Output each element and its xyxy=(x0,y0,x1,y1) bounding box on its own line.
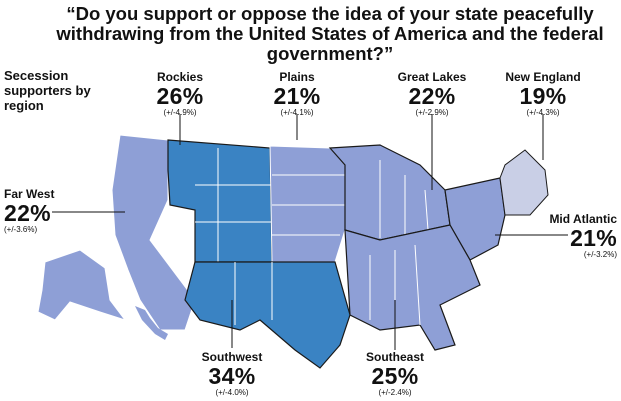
region-name: Mid Atlantic xyxy=(549,212,617,226)
label-far-west: Far West 22% (+/-3.6%) xyxy=(4,187,74,235)
chart-title: “Do you support or oppose the idea of yo… xyxy=(56,3,604,64)
region-new-england xyxy=(499,149,549,216)
alaska-shape xyxy=(37,249,127,321)
region-southeast xyxy=(344,224,481,351)
region-margin: (+/-3.6%) xyxy=(4,225,38,234)
region-percent: 25% xyxy=(371,363,419,389)
region-name: Plains xyxy=(279,70,315,84)
region-name: Southeast xyxy=(365,350,424,364)
region-percent: 34% xyxy=(208,363,256,389)
region-name: Rockies xyxy=(156,70,204,84)
label-mid-atlantic: Mid Atlantic 21% (+/-3.2%) xyxy=(535,212,617,260)
region-percent: 21% xyxy=(273,83,321,109)
region-percent: 21% xyxy=(570,225,617,251)
subhead: Secession supporters by region xyxy=(4,68,91,113)
region-plains xyxy=(269,145,346,263)
label-new-england: New England 19% (+/-4.3%) xyxy=(505,70,581,118)
hawaii-shape xyxy=(135,306,168,340)
region-margin: (+/-4.9%) xyxy=(163,108,197,117)
region-southwest xyxy=(184,261,351,369)
region-margin: (+/-2.9%) xyxy=(415,108,449,117)
region-margin: (+/-4.1%) xyxy=(280,108,314,117)
state-shape xyxy=(167,139,273,263)
region-percent: 22% xyxy=(4,200,51,226)
state-shape xyxy=(269,145,346,263)
region-margin: (+/-3.2%) xyxy=(583,250,617,259)
label-great-lakes: Great Lakes 22% (+/-2.9%) xyxy=(395,70,469,118)
region-percent: 22% xyxy=(408,83,456,109)
region-percent: 19% xyxy=(519,83,567,109)
region-far-west xyxy=(37,134,196,340)
region-margin: (+/-4.0%) xyxy=(215,388,249,397)
label-rockies: Rockies 26% (+/-4.9%) xyxy=(148,70,212,118)
region-percent: 26% xyxy=(156,83,204,109)
region-name: Great Lakes xyxy=(397,70,467,84)
label-plains: Plains 21% (+/-4.1%) xyxy=(265,70,329,118)
label-southwest: Southwest 34% (+/-4.0%) xyxy=(196,350,268,398)
region-margin: (+/-2.4%) xyxy=(378,388,412,397)
label-southeast: Southeast 25% (+/-2.4%) xyxy=(358,350,432,398)
state-shape xyxy=(111,134,196,331)
state-shape xyxy=(499,149,549,216)
region-margin: (+/-4.3%) xyxy=(526,108,560,117)
region-name: Southwest xyxy=(201,350,263,364)
state-shape xyxy=(344,224,481,351)
region-name: New England xyxy=(505,70,581,84)
state-shape xyxy=(184,261,351,369)
region-rockies xyxy=(167,139,273,263)
region-name: Far West xyxy=(4,187,55,201)
